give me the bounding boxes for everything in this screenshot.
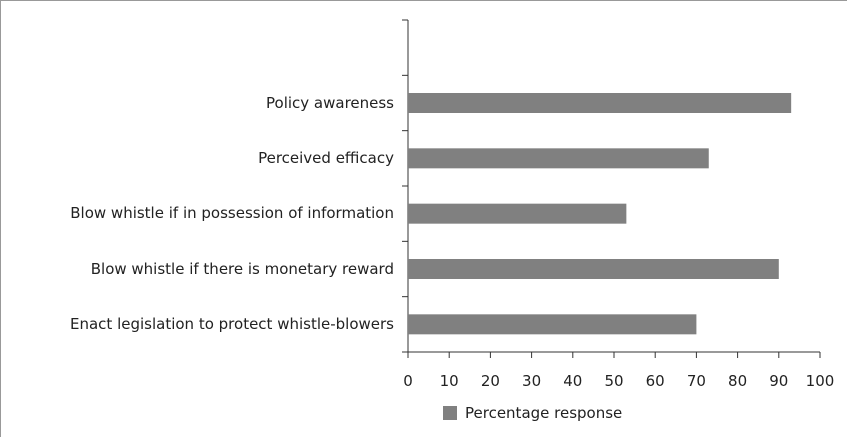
bar	[408, 314, 697, 335]
x-tick-label: 30	[522, 372, 541, 390]
bar	[408, 148, 709, 169]
bar	[408, 259, 779, 279]
bar	[408, 93, 792, 113]
x-tick-label: 90	[769, 372, 788, 390]
y-tick-label: Blow whistle if in possession of informa…	[70, 204, 394, 223]
bar	[408, 203, 627, 224]
legend-label: Percentage response	[465, 404, 622, 422]
x-tick-label: 70	[687, 372, 706, 390]
x-tick-label: 100	[806, 372, 835, 390]
y-tick-label: Enact legislation to protect whistle-blo…	[70, 314, 394, 333]
y-tick-label: Perceived efficacy	[258, 148, 394, 167]
x-tick-label: 60	[646, 372, 665, 390]
legend-swatch	[443, 406, 457, 420]
x-tick-label: 40	[563, 372, 582, 390]
x-tick-label: 10	[440, 372, 459, 390]
x-tick-label: 50	[604, 372, 623, 390]
y-tick-label: Policy awareness	[266, 93, 394, 112]
y-tick-label: Blow whistle if there is monetary reward	[90, 259, 394, 278]
x-tick-label: 0	[403, 372, 413, 390]
x-tick-label: 20	[481, 372, 500, 390]
x-tick-label: 80	[728, 372, 747, 390]
